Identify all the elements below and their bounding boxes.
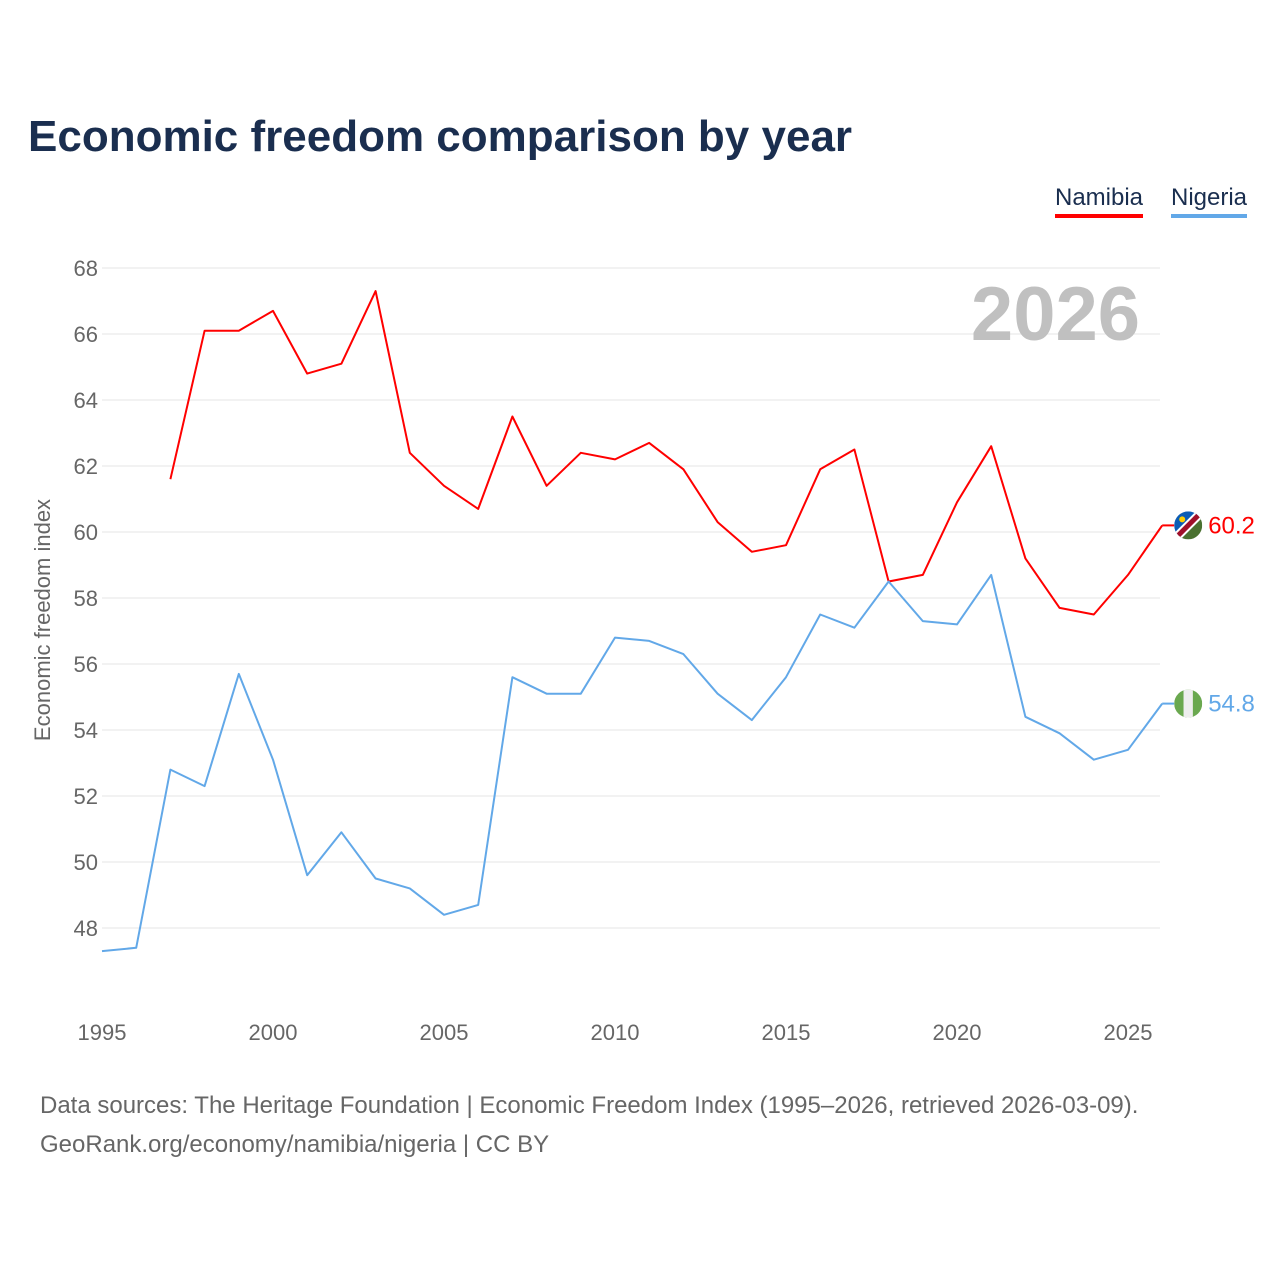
x-tick-label: 2010	[591, 1020, 640, 1045]
y-tick-label: 62	[74, 454, 98, 479]
x-tick-label: 2015	[762, 1020, 811, 1045]
legend-nigeria[interactable]: Nigeria	[1171, 184, 1248, 218]
x-tick-label: 1995	[78, 1020, 127, 1045]
x-tick-label: 2000	[249, 1020, 298, 1045]
legend-namibia[interactable]: Namibia	[1055, 184, 1144, 218]
series-line-nigeria	[101, 573, 1164, 953]
x-tick-label: 2020	[933, 1020, 982, 1045]
y-tick-label: 68	[74, 256, 98, 281]
y-tick-label: 58	[74, 586, 98, 611]
end-value-label: 60.2	[1208, 512, 1255, 539]
y-tick-label: 52	[74, 784, 98, 809]
y-tick-label: 56	[74, 652, 98, 677]
flag-white	[1183, 689, 1193, 718]
y-tick-label: 50	[74, 850, 98, 875]
y-tick-label: 64	[74, 388, 98, 413]
x-tick-label: 2005	[420, 1020, 469, 1045]
series-line-namibia	[169, 290, 1164, 616]
end-value-label: 54.8	[1208, 691, 1255, 718]
flag-body	[1174, 511, 1203, 540]
footer-credit[interactable]: GeoRank.org/economy/namibia/nigeria | CC…	[40, 1131, 550, 1158]
flag-body	[1174, 689, 1203, 718]
y-axis-label: Economic freedom index	[30, 499, 55, 741]
namibia-flag-icon	[1174, 511, 1203, 540]
y-tick-label: 66	[74, 322, 98, 347]
x-tick-label: 2025	[1104, 1020, 1153, 1045]
y-tick-label: 48	[74, 916, 98, 941]
chart-title: Economic freedom comparison by year	[28, 112, 853, 161]
year-watermark: 2026	[971, 272, 1140, 357]
flag-red	[1174, 511, 1203, 540]
y-tick-label: 54	[74, 718, 98, 743]
flag-sun	[1179, 516, 1186, 523]
y-tick-label: 60	[74, 520, 98, 545]
footer-sources: Data sources: The Heritage Foundation | …	[40, 1092, 1139, 1119]
footer: Data sources: The Heritage Foundation | …	[40, 1086, 1138, 1164]
nigeria-flag-icon	[1174, 689, 1203, 718]
